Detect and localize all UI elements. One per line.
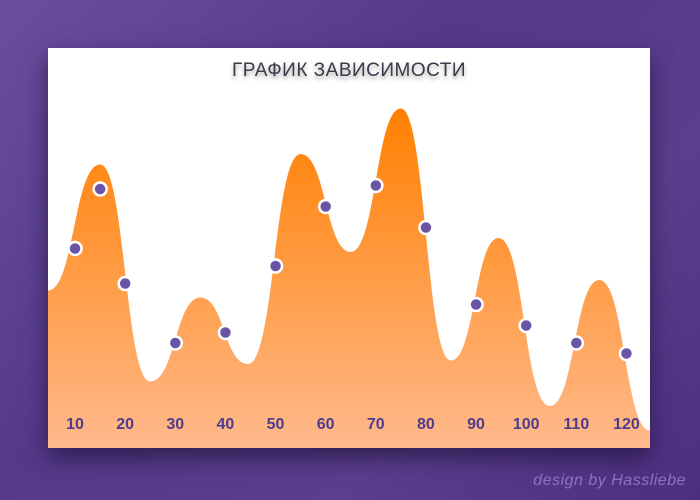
x-tick-label: 40 [217,416,235,433]
x-tick-label: 110 [563,416,589,433]
data-point[interactable] [67,240,83,257]
design-credit: design by Hassliebe [533,472,686,489]
x-tick-label: 80 [417,416,435,433]
x-tick-label: 10 [66,416,84,433]
x-tick-label: 60 [317,416,335,433]
x-tick-label: 30 [166,416,184,433]
chart-card: 10 20 30 40 50 60 70 80 90 100 110 120 ГРАФИК ЗАВИС… [48,48,650,448]
data-point[interactable] [518,317,534,334]
data-point[interactable] [117,275,133,292]
area-series [48,108,650,448]
data-point[interactable] [568,335,585,351]
data-point[interactable] [217,324,234,341]
data-point[interactable] [267,258,284,274]
chart-title: ГРАФИК ЗАВИСИМОСТИ [232,60,466,81]
area-chart: 10 20 30 40 50 60 70 80 90 100 110 120 [48,108,650,448]
data-point[interactable] [418,219,434,236]
data-point[interactable] [317,198,334,215]
data-point[interactable] [92,181,108,197]
data-point[interactable] [368,177,384,194]
x-tick-label: 70 [367,416,385,433]
data-point[interactable] [618,345,635,362]
data-point[interactable] [167,335,184,351]
x-tick-label: 20 [116,416,134,433]
x-tick-label: 50 [267,416,285,433]
x-tick-label: 120 [613,416,640,433]
x-tick-label: 90 [467,416,485,433]
x-tick-label: 100 [513,416,540,433]
data-point[interactable] [468,296,484,313]
